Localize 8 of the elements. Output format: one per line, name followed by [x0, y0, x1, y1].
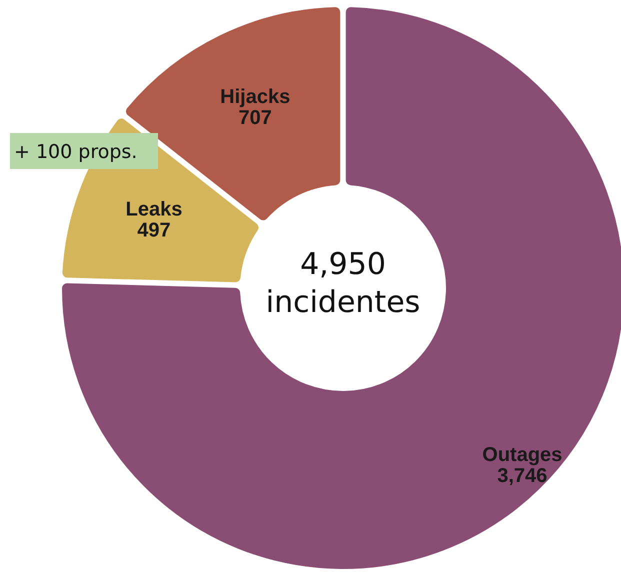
text: 4,950 incidentes	[266, 247, 420, 320]
text: + 100 props.	[14, 141, 138, 163]
data-label: 707	[238, 107, 272, 130]
data-label: 3,746	[497, 465, 548, 488]
slice-label: Leaks	[126, 198, 182, 221]
slice-label: Outages	[482, 444, 562, 466]
data-label: 497	[137, 220, 171, 242]
slice-label: Hijacks	[220, 86, 290, 108]
